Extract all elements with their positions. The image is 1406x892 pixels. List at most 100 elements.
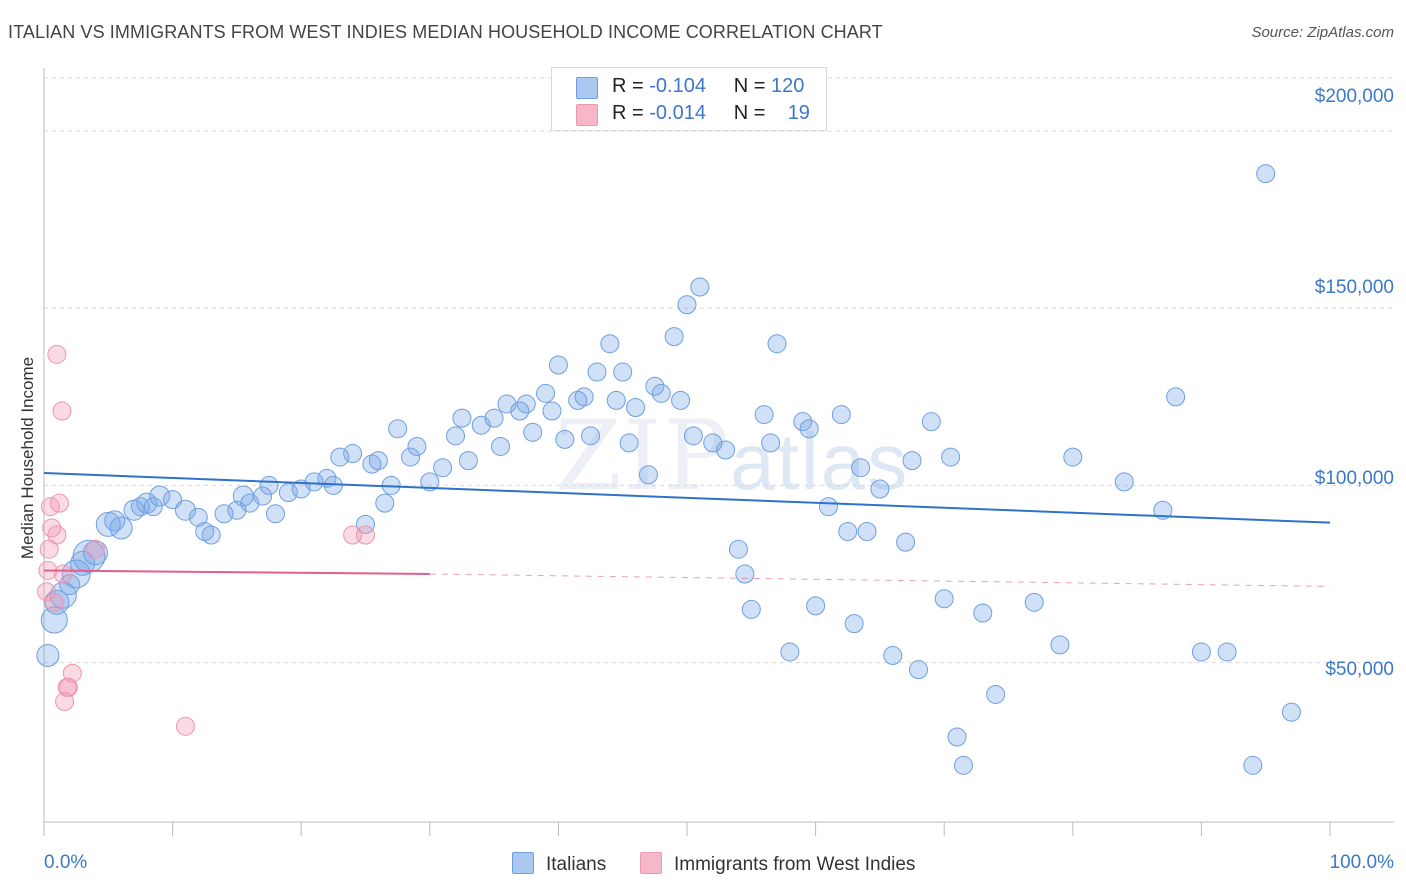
chart-title: ITALIAN VS IMMIGRANTS FROM WEST INDIES M… [8, 22, 883, 42]
italians-point [70, 550, 96, 576]
italians-point [104, 510, 126, 532]
italians-point [671, 390, 691, 410]
legend-n-label: N = [733, 102, 766, 124]
west-indies-trend-extension [429, 573, 1331, 587]
italians-point [548, 355, 568, 375]
italians-point [484, 408, 504, 428]
italians-point [767, 334, 787, 354]
italians-point [201, 525, 221, 545]
italians-point [82, 540, 108, 566]
italians-point [491, 436, 511, 456]
italians-point [799, 419, 819, 439]
italians-point [1191, 642, 1211, 662]
italians-point [1256, 164, 1276, 184]
y-tick-label-200000: $200,000 [1314, 86, 1394, 107]
y-tick-label-50000: $50,000 [1325, 659, 1394, 680]
italians-point [433, 458, 453, 478]
italians-point [188, 507, 208, 527]
west-indies-point [62, 663, 82, 683]
west-indies-point [55, 692, 75, 712]
italians-point [851, 458, 871, 478]
italians-point [728, 539, 748, 559]
west-indies-point [52, 401, 72, 421]
y-tick-label-150000: $150,000 [1314, 277, 1394, 298]
x-tick-label-max: 100.0% [1329, 852, 1394, 873]
italians-point [638, 465, 658, 485]
west-indies-point [175, 716, 195, 736]
italians-point [523, 422, 543, 442]
italians-point [36, 643, 60, 667]
legend-n-value: 19 [787, 102, 810, 124]
italians-point [793, 412, 813, 432]
italians-point [973, 603, 993, 623]
italians-point [446, 426, 466, 446]
italians-point [304, 472, 324, 492]
italians-point [516, 394, 536, 414]
italians-point [1050, 635, 1070, 655]
italians-trend-line [43, 472, 1331, 524]
italians-point [1166, 387, 1186, 407]
italians-point [510, 401, 530, 421]
legend-n-label: N = [733, 75, 766, 97]
italians-point [59, 574, 81, 596]
correlation-legend: R = -0.104 N = 120 R = -0.014 N = 19 [551, 67, 827, 131]
legend-n-value: 120 [771, 75, 805, 97]
italians-point [1024, 592, 1044, 612]
italians-point [174, 499, 196, 521]
west-indies-point [49, 493, 69, 513]
italians-point [883, 645, 903, 665]
italians-point [587, 362, 607, 382]
italians-point [870, 479, 890, 499]
italians-point [664, 327, 684, 347]
italians-point [49, 581, 77, 609]
west-indies-point [37, 582, 57, 602]
italians-point [677, 295, 697, 315]
bottom-legend-west-indies: Immigrants from West Indies [640, 852, 915, 876]
italians-point [407, 436, 427, 456]
italians-point [581, 426, 601, 446]
italians-point [574, 387, 594, 407]
bottom-legend-label-west-indies: Immigrants from West Indies [674, 854, 916, 875]
italians-point [986, 684, 1006, 704]
italians-point [265, 504, 285, 524]
italians-point [420, 472, 440, 492]
italians-point [619, 433, 639, 453]
west-indies-point [44, 592, 64, 612]
italians-point [195, 521, 215, 541]
italians-point [1114, 472, 1134, 492]
legend-r-label: R = [612, 75, 644, 97]
italians-point [735, 564, 755, 584]
italians-point [368, 451, 388, 471]
west-indies-point [47, 344, 67, 364]
bottom-legend-italians: Italians [512, 852, 606, 876]
italians-point [143, 497, 163, 517]
west-indies-point [58, 677, 78, 697]
source-label: Source: ZipAtlas.com [1251, 24, 1394, 41]
italians-point [1063, 447, 1083, 467]
y-tick-label-100000: $100,000 [1314, 468, 1394, 489]
italians-point [690, 277, 710, 297]
west-indies-trend-line [43, 569, 430, 575]
italians-point [818, 497, 838, 517]
italians-point [941, 447, 961, 467]
italians-point [934, 589, 954, 609]
italians-point [109, 516, 133, 540]
italians-point [278, 483, 298, 503]
italians-point [536, 383, 556, 403]
italians-point [1153, 500, 1173, 520]
watermark-atlas: atlas [730, 417, 910, 506]
italians-point [356, 514, 375, 534]
bottom-legend-swatch-west-indies [640, 852, 662, 874]
italians-point [908, 660, 928, 680]
italians-point [754, 405, 774, 425]
italians-point [806, 596, 826, 616]
italians-point [838, 521, 858, 541]
italians-point [362, 454, 382, 474]
legend-swatch-italians [576, 77, 598, 99]
west-indies-point [356, 525, 375, 545]
west-indies-point [47, 525, 67, 545]
italians-point [1243, 755, 1263, 775]
italians-point [741, 599, 761, 619]
legend-r-value: -0.104 [649, 75, 706, 97]
